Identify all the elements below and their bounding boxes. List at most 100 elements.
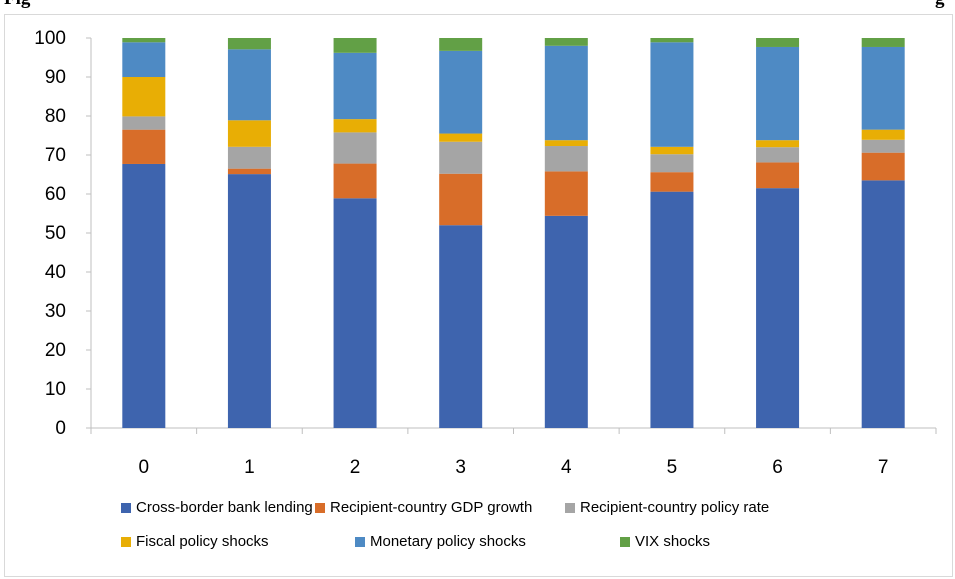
legend-item: VIX shocks [620, 533, 710, 550]
legend-swatch [565, 502, 575, 513]
bar-segment [122, 42, 166, 77]
legend-swatch [121, 536, 131, 547]
bar-segment [333, 163, 377, 199]
bar-segment [650, 172, 694, 192]
y-tick-label: 50 [45, 223, 66, 244]
bar-stack [756, 38, 800, 428]
bar-segment [544, 45, 588, 141]
x-tick-label: 7 [878, 457, 889, 478]
header-fragment-right: g [935, 0, 945, 8]
bar-segment [333, 38, 377, 53]
bar-segment [544, 146, 588, 172]
bar-segment [544, 171, 588, 216]
bar-segment [650, 146, 694, 155]
legend-item: Cross-border bank lending [121, 499, 313, 516]
bar-stack [439, 38, 483, 428]
bar-segment [439, 173, 483, 226]
bar-segment [122, 38, 166, 43]
bar-segment [861, 139, 905, 153]
legend-swatch [620, 536, 630, 547]
bar-segment [122, 163, 166, 428]
x-axis: 0 1 2 3 4 5 6 7 [90, 427, 937, 478]
bar-segment [122, 77, 166, 117]
bar-segment [861, 152, 905, 181]
y-tick-label: 100 [34, 28, 66, 49]
bar-segment [439, 225, 483, 428]
x-tick-label: 3 [455, 457, 466, 478]
legend-item: Fiscal policy shocks [121, 533, 269, 550]
bar-segment [439, 141, 483, 174]
bar-segment [756, 147, 800, 163]
y-tick-label: 40 [45, 262, 66, 283]
legend-item: Recipient-country policy rate [565, 499, 769, 516]
bar-segment [122, 116, 166, 130]
y-tick-label: 70 [45, 145, 66, 166]
legend-label: Fiscal policy shocks [136, 533, 269, 550]
y-tick-label: 60 [45, 184, 66, 205]
bar-segment [227, 38, 271, 50]
bar-segment [861, 46, 905, 130]
bar-segment [544, 140, 588, 147]
x-tick-label: 6 [772, 457, 783, 478]
bar-segment [650, 38, 694, 43]
bar-segment [650, 191, 694, 428]
bar-segment [227, 174, 271, 428]
bar-segment [544, 38, 588, 46]
legend-label: Recipient-country policy rate [580, 499, 770, 516]
bar-segment [439, 38, 483, 51]
bar-segment [439, 50, 483, 134]
legend-swatch [355, 536, 365, 547]
bar-segment [861, 38, 905, 47]
bar-segment [650, 154, 694, 173]
y-tick-label: 80 [45, 106, 66, 127]
bar-segment [544, 215, 588, 428]
y-tick-label: 30 [45, 301, 66, 322]
y-tick-label: 90 [45, 67, 66, 88]
bar-stack [544, 38, 588, 428]
x-tick-label: 1 [244, 457, 255, 478]
legend-item: Recipient-country GDP growth [315, 499, 532, 516]
bar-stack [122, 38, 166, 428]
y-axis: 0 10 20 30 40 50 60 70 80 90 100 [34, 28, 92, 439]
bar-segment [227, 49, 271, 121]
bar-segment [756, 188, 800, 428]
bar-segment [756, 38, 800, 47]
bar-segment [861, 129, 905, 140]
bar-stack [333, 38, 377, 428]
legend-label: Recipient-country GDP growth [330, 499, 533, 516]
x-tick-label: 2 [350, 457, 361, 478]
bar-segment [756, 162, 800, 189]
y-tick-label: 10 [45, 379, 66, 400]
y-tick-label: 20 [45, 340, 66, 361]
header-fragment-left: Fig [4, 0, 30, 8]
legend-swatch [315, 502, 325, 513]
bar-segment [227, 168, 271, 175]
legend-swatch [121, 502, 131, 513]
bar-stack [861, 38, 905, 428]
bar-segment [756, 46, 800, 141]
y-tick-label: 0 [55, 418, 66, 439]
x-tick-label: 4 [561, 457, 572, 478]
x-tick-label: 5 [667, 457, 678, 478]
bar-segment [861, 180, 905, 428]
cropped-header-text: Fig g [4, 0, 955, 8]
bar-segment [650, 42, 694, 147]
bar-segment [333, 198, 377, 428]
bar-stack [227, 38, 271, 428]
bar-segment [122, 129, 166, 164]
bar-segment [333, 52, 377, 120]
bar-segment [756, 140, 800, 148]
bar-segment [333, 119, 377, 133]
legend-label: Cross-border bank lending [136, 499, 313, 516]
legend-item: Monetary policy shocks [355, 533, 526, 550]
bar-segment [227, 146, 271, 169]
bar-segment [333, 132, 377, 164]
bar-segment [227, 120, 271, 147]
x-tick-label: 0 [139, 457, 150, 478]
bar-segment [439, 133, 483, 142]
legend-label: VIX shocks [635, 533, 711, 550]
bars [122, 38, 905, 428]
bar-stack [650, 38, 694, 428]
legend-label: Monetary policy shocks [370, 533, 526, 550]
